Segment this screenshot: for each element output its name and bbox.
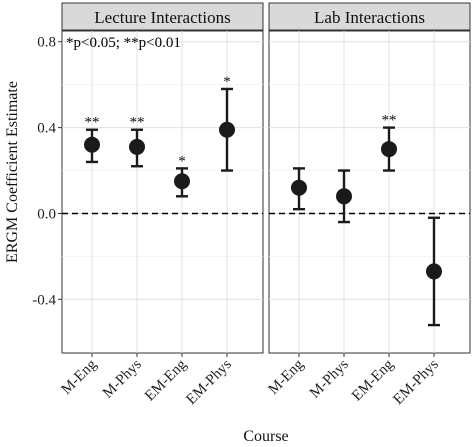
significance-marker: ** (85, 115, 100, 131)
estimate-point (84, 136, 100, 153)
estimate-point (381, 141, 397, 158)
y-tick-label: 0.4 (37, 121, 56, 137)
significance-marker: ** (130, 115, 145, 131)
y-tick-label: 0.0 (37, 206, 56, 222)
estimate-point (291, 179, 307, 196)
x-tick-label: EM-Phys (183, 356, 235, 408)
estimate-point (174, 173, 190, 190)
panels-layer: Lecture Interactions** ****M-Eng M-PhysEM-… (58, 2, 471, 408)
y-tick-label: 0.8 (37, 35, 56, 51)
significance-marker: ** (382, 113, 397, 129)
x-tick-label: M-Eng (58, 356, 100, 398)
significance-marker: * (178, 153, 186, 169)
x-axis-title: Course (243, 428, 288, 445)
panel-strip (61, 2, 264, 31)
y-tick-label: -0.4 (32, 292, 56, 308)
estimate-point (426, 263, 442, 280)
significance-marker: * (223, 74, 231, 90)
estimate-point (129, 138, 145, 155)
panel-title: Lecture Interactions (94, 8, 230, 27)
x-tick-label: M-Eng (265, 356, 307, 398)
estimate-point (336, 188, 352, 205)
x-tick-label: EM-Phys (390, 356, 442, 408)
panel-title: Lab Interactions (314, 8, 425, 27)
y-axis: -0.4 0.0 0.4 0.8 (32, 35, 62, 308)
significance-legend: *p<0.05; **p<0.01 (66, 35, 181, 51)
panel-lecture: Lecture Interactions** ****M-Eng M-PhysEM-… (58, 2, 264, 408)
y-axis-title: ERGM Coefficient Estimate (4, 81, 21, 263)
estimate-point (219, 121, 235, 138)
panel-lab: Lab Interactions**M-Eng M-PhysEM-EngEM-Ph… (265, 2, 471, 408)
x-tick-label: M-Phys (307, 356, 352, 401)
x-tick-label: M-Phys (100, 356, 145, 401)
panel-strip (268, 2, 471, 31)
